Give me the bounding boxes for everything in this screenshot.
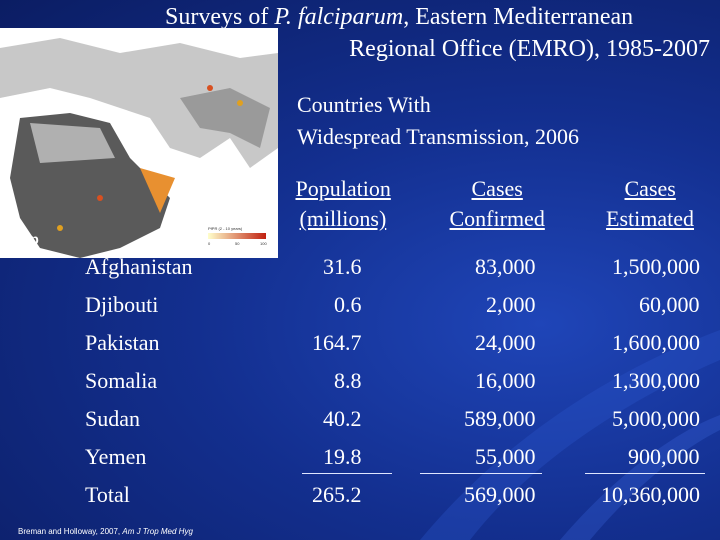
column-header: (millions): [299, 206, 387, 231]
row-label: Afghanistan: [85, 254, 193, 279]
citation: Breman and Holloway, 2007, Am J Trop Med…: [18, 527, 193, 536]
cell: 40.2: [323, 406, 362, 431]
swoosh: [560, 415, 720, 540]
survey-point: [207, 85, 213, 91]
underline: [585, 473, 705, 474]
row-label: Yemen: [85, 444, 147, 469]
citation-journal: Am J Trop Med Hyg: [122, 527, 193, 536]
swoosh: [420, 330, 720, 540]
cell: 10,360,000: [601, 482, 700, 507]
column-header: Estimated: [606, 206, 694, 231]
cell: 569,000: [464, 482, 536, 507]
underline: [420, 473, 542, 474]
cell: 1,300,000: [612, 368, 700, 393]
land: [0, 38, 278, 168]
cell: 5,000,000: [612, 406, 700, 431]
underline: [302, 473, 392, 474]
cell: 8.8: [334, 368, 362, 393]
subtitle: Countries With: [297, 92, 431, 117]
cell: 60,000: [639, 292, 700, 317]
cell: 83,000: [475, 254, 536, 279]
map: PfPR (2 - 10 years) 0 50 100 map: [0, 28, 278, 258]
column-header: Cases: [624, 176, 676, 201]
row-label: Djibouti: [85, 292, 159, 317]
row-label: Pakistan: [85, 330, 160, 355]
cell: 1,600,000: [612, 330, 700, 355]
title-prefix: Surveys of: [165, 4, 275, 30]
cell: 265.2: [312, 482, 362, 507]
legend-bar: [208, 233, 266, 239]
horn: [140, 168, 175, 213]
survey-point: [237, 100, 243, 106]
survey-point: [57, 225, 63, 231]
citation-text: Breman and Holloway, 2007,: [18, 527, 123, 536]
legend-tick: 100: [260, 241, 267, 246]
cell: 900,000: [628, 444, 700, 469]
cell: 2,000: [486, 292, 536, 317]
sahara: [30, 123, 115, 163]
survey-point: [97, 195, 103, 201]
title-rest: , Eastern Mediterranean: [403, 4, 634, 30]
cell: 24,000: [475, 330, 536, 355]
title-italic: P. falciparum: [274, 4, 404, 30]
legend-tick: 50: [235, 241, 240, 246]
subtitle: Widespread Transmission, 2006: [297, 124, 580, 149]
cell: 164.7: [312, 330, 362, 355]
row-label: Sudan: [85, 406, 140, 431]
map-logo: map: [10, 231, 39, 247]
title-line: Surveys of P. falciparum, Eastern Medite…: [165, 4, 633, 31]
cell: 55,000: [475, 444, 536, 469]
cell: 31.6: [323, 254, 362, 279]
row-label: Total: [85, 482, 130, 507]
column-header: Population: [295, 176, 391, 201]
cell: 1,500,000: [612, 254, 700, 279]
title-line: Regional Office (EMRO), 1985-2007: [349, 36, 710, 62]
row-label: Somalia: [85, 368, 158, 393]
legend-title: PfPR (2 - 10 years): [208, 226, 243, 231]
cell: 16,000: [475, 368, 536, 393]
cell: 589,000: [464, 406, 536, 431]
column-header: Confirmed: [449, 206, 545, 231]
cell: 19.8: [323, 444, 362, 469]
cell: 0.6: [334, 292, 362, 317]
south-asia: [180, 88, 270, 148]
legend-tick: 0: [208, 241, 211, 246]
column-header: Cases: [471, 176, 523, 201]
